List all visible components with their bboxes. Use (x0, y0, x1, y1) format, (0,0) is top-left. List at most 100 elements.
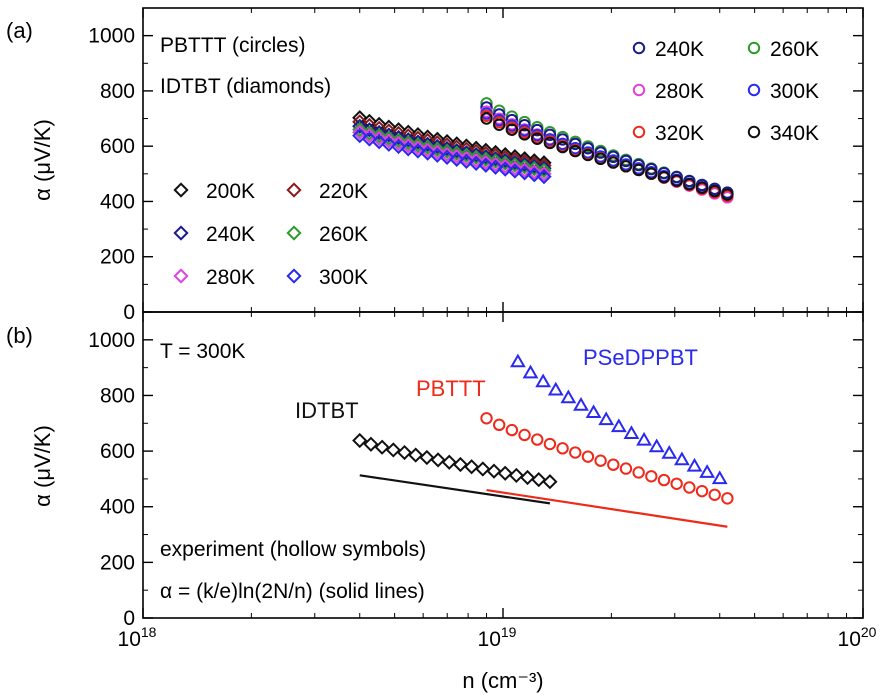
circle-data-point (683, 481, 696, 494)
diamond-data-point (352, 118, 368, 134)
diamond-data-point (497, 161, 513, 177)
circle-data-point (569, 144, 582, 158)
diamond-data-point (410, 134, 426, 150)
panel-b-y-axis-title: α (μV/K) (30, 425, 55, 507)
circle-data-point (645, 167, 658, 180)
circle-data-point (569, 137, 582, 151)
diamond-data-point (526, 158, 542, 175)
circle-data-point (607, 458, 620, 471)
x-tick-label: 1019 (478, 624, 517, 651)
x-tick-label: 1020 (838, 624, 877, 651)
circle-data-point (607, 150, 620, 164)
legend-circle-label: 340K (770, 122, 819, 145)
circle-data-point (480, 412, 493, 425)
diamond-data-point (497, 465, 513, 481)
circle-data-point (518, 428, 531, 442)
triangle-data-point (623, 425, 640, 439)
circle-data-point (683, 178, 696, 191)
circle-data-point (632, 163, 645, 177)
diamond-data-point (400, 135, 416, 151)
circle-data-point (543, 437, 557, 451)
diamond-data-point (487, 153, 504, 169)
diamond-data-point (449, 145, 465, 161)
legend-circle-marker (747, 83, 761, 97)
circle-data-point (721, 492, 734, 505)
legend-diamond-label: 300K (319, 266, 368, 289)
diamond-data-point (478, 154, 494, 171)
circle-data-point (657, 473, 671, 487)
x-tick-label: 1018 (118, 624, 157, 651)
circle-data-point (695, 484, 709, 498)
legend-circle-marker (747, 41, 761, 55)
circle-data-point (531, 132, 544, 145)
diamond-data-point (536, 160, 552, 176)
diamond-data-point (507, 154, 523, 171)
circle-data-point (632, 466, 645, 479)
circle-data-point (531, 123, 544, 137)
legend-circle-marker (747, 125, 761, 139)
series-label-idtbt: IDTBT (295, 398, 359, 423)
diamond-data-point (526, 167, 542, 183)
diamond-data-point (536, 168, 552, 185)
legend-circle-label: 240K (655, 38, 704, 61)
diamond-data-point (439, 146, 455, 162)
y-tick-label: 400 (100, 190, 135, 213)
diamond-data-point (439, 140, 455, 157)
diamond-data-point (478, 151, 494, 167)
panel-b-label: (b) (6, 323, 33, 348)
legend-diamond-label: 200K (206, 180, 255, 203)
y-tick-label: 200 (100, 551, 135, 574)
diamond-data-point (468, 152, 484, 169)
diamond-data-point (497, 155, 513, 171)
y-tick-label: 800 (100, 80, 135, 103)
diamond-data-point (396, 444, 413, 461)
triangle-data-point (610, 418, 627, 433)
circle-data-point (531, 433, 544, 446)
triangle-data-point (686, 457, 703, 472)
y-tick-label: 600 (100, 135, 135, 158)
legend-diamond-marker (286, 225, 302, 241)
diamond-data-point (420, 139, 436, 155)
diamond-data-point (531, 472, 547, 488)
diamond-data-point (452, 456, 469, 473)
legend-diamond-marker (286, 182, 302, 198)
circle-data-point (556, 442, 569, 455)
diamond-data-point (410, 137, 426, 153)
diamond-data-point (429, 138, 445, 155)
theory-line (359, 474, 551, 505)
circle-data-point (619, 160, 633, 173)
diamond-data-point (441, 454, 457, 470)
diamond-data-point (390, 129, 407, 146)
diamond-data-point (390, 132, 407, 149)
diamond-data-point (526, 164, 542, 180)
legend-diamond-label: 260K (319, 223, 368, 246)
legend-circle-marker (632, 41, 646, 55)
diamond-data-point (497, 158, 513, 174)
diamond-data-point (458, 153, 475, 169)
diamond-data-point (486, 463, 502, 479)
legend-circle-marker (632, 83, 646, 97)
diamond-data-point (458, 147, 475, 163)
diamond-data-point (497, 153, 513, 169)
circle-data-point (493, 418, 506, 432)
diamond-data-point (371, 130, 387, 147)
circle-data-point (670, 174, 683, 187)
diamond-data-point (400, 132, 416, 148)
legend-diamond-marker (173, 268, 189, 284)
diamond-data-point (419, 449, 435, 466)
diamond-data-point (439, 149, 455, 165)
panel-a-y-axis-title: α (μV/K) (30, 119, 55, 201)
legend-diamond-label: 220K (319, 180, 368, 203)
diamond-data-point (517, 156, 533, 173)
circle-data-point (518, 128, 531, 141)
diamond-data-point (429, 147, 445, 163)
series-label-psedppbt: PSeDPPBT (583, 345, 698, 370)
theory-line (486, 488, 728, 528)
panel-a: (a) α (μV/K) PBTTT (circles) IDTBT (diam… (6, 7, 864, 324)
diamond-data-point (352, 128, 368, 144)
legend-diamond-label: 240K (206, 223, 255, 246)
diamond-data-point (487, 156, 504, 172)
circle-data-point (581, 450, 595, 463)
circle-data-point (594, 146, 607, 159)
